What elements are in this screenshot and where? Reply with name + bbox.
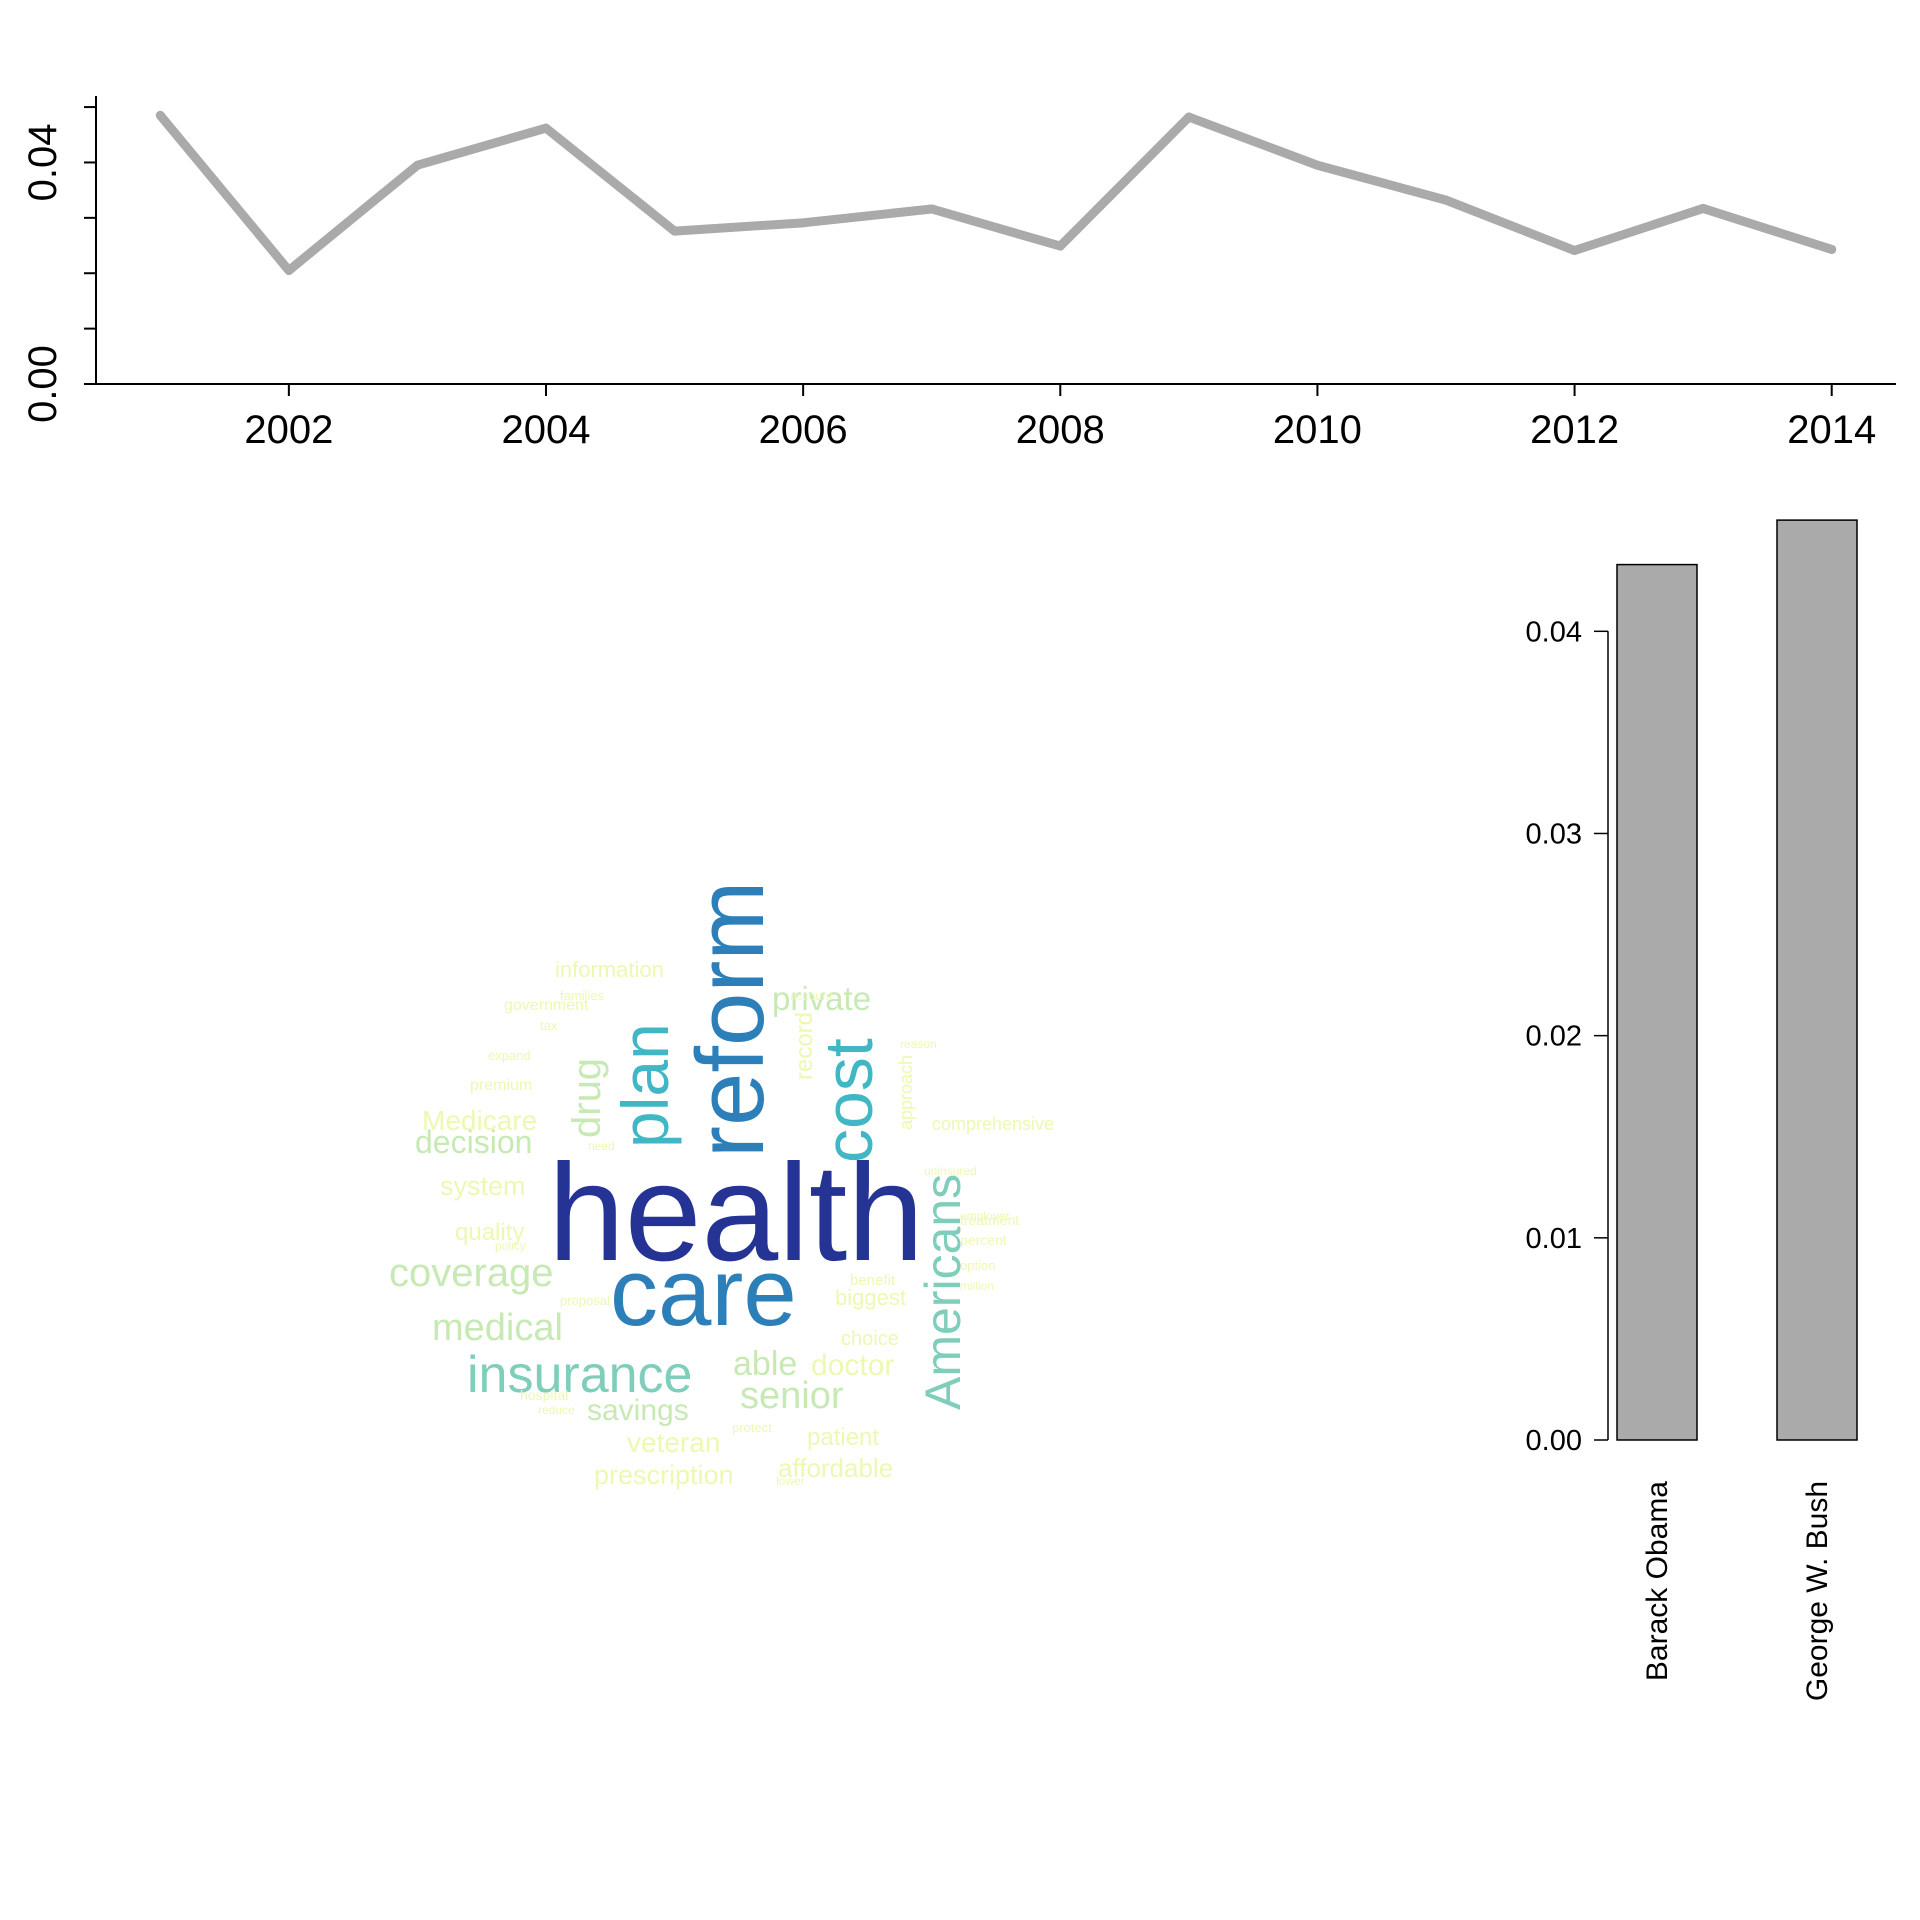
word-premium: premium [470, 1077, 532, 1094]
y-tick-label: 0.00 [1526, 1425, 1582, 1457]
word-able: able [733, 1345, 797, 1383]
word-uninsured: uninsured [924, 1164, 977, 1178]
word-affordable: affordable [778, 1453, 893, 1483]
x-tick-label: 2012 [1530, 408, 1619, 452]
word-medical: medical [432, 1307, 563, 1349]
y-tick-label: 0.03 [1526, 818, 1582, 850]
word-account: account [790, 989, 833, 1003]
word-cost: cost [811, 1038, 887, 1163]
data-point [1055, 241, 1065, 251]
word-americans: Americans [915, 1174, 971, 1410]
word-expand: expand [488, 1048, 531, 1063]
word-prescription: prescription [594, 1460, 734, 1490]
bar-barack-obama [1616, 563, 1698, 1441]
word-policy: policy [495, 1239, 526, 1253]
word-protect: protect [732, 1420, 772, 1435]
word-reform: reform [677, 881, 784, 1158]
x-tick-label: 2006 [759, 408, 848, 452]
data-point [1698, 203, 1708, 213]
word-hospital: hospital [520, 1387, 568, 1403]
word-biggest: biggest [835, 1285, 906, 1310]
data-point [1827, 244, 1837, 254]
word-system: system [440, 1171, 526, 1201]
word-benefit: benefit [850, 1272, 896, 1289]
word-families: families [560, 988, 605, 1003]
y-tick-label: 0.01 [1526, 1223, 1582, 1255]
y-tick-label: 0.02 [1526, 1021, 1582, 1053]
word-government: government [504, 997, 589, 1014]
word-comprehensive: comprehensive [932, 1114, 1054, 1134]
word-plan: plan [608, 1023, 682, 1148]
category-label: George W. Bush [1801, 1481, 1834, 1701]
word-decision: decision [415, 1124, 532, 1160]
word-need: need [588, 1139, 615, 1153]
word-record: record [791, 1012, 818, 1080]
word-information: information [555, 957, 664, 982]
data-point [1184, 112, 1194, 122]
word-choice: choice [841, 1328, 899, 1350]
data-point [798, 218, 808, 228]
data-point [284, 265, 294, 275]
data-point [155, 110, 165, 120]
x-tick-label: 2004 [502, 408, 591, 452]
word-lower: lower [776, 1474, 805, 1488]
x-tick-label: 2010 [1273, 408, 1362, 452]
data-point [670, 226, 680, 236]
data-point [1441, 195, 1451, 205]
series-line [155, 110, 1837, 275]
y-tick-label: 0.04 [21, 124, 65, 202]
x-tick-label: 2002 [244, 408, 333, 452]
word-veteran: veteran [627, 1427, 720, 1458]
word-reason: reason [900, 1037, 937, 1051]
data-point [412, 160, 422, 170]
word-medicare: Medicare [422, 1105, 537, 1136]
word-doctor: doctor [811, 1349, 894, 1382]
word-coverage: coverage [389, 1251, 554, 1295]
bar-chart: 0.00 0.01 0.02 0.03 0.04 Barack Obama George W… [1526, 519, 1858, 1701]
line-chart: 2002 2004 2006 2008 2010 2012 2014 0.00 0.04 [21, 96, 1896, 452]
word-employer: employer [960, 1209, 1009, 1223]
x-tick-label: 2008 [1016, 408, 1105, 452]
data-point [1312, 160, 1322, 170]
word-quality: quality [455, 1219, 524, 1246]
word-patient: patient [807, 1424, 879, 1451]
word-senior: senior [740, 1375, 844, 1417]
y-tick-label: 0.04 [1526, 616, 1582, 648]
word-percent: percent [960, 1232, 1007, 1248]
word-proposal: proposal [560, 1293, 610, 1308]
word-savings: savings [587, 1394, 689, 1427]
word-insurance: insurance [467, 1346, 692, 1404]
data-point [541, 123, 551, 133]
word-option: option [960, 1258, 995, 1273]
x-tick-label: 2014 [1787, 408, 1876, 452]
word-drug: drug [565, 1058, 609, 1138]
category-label: Barack Obama [1641, 1481, 1674, 1681]
word-care: care [610, 1239, 797, 1346]
word-tax: tax [540, 1018, 558, 1033]
word-reduce: reduce [538, 1403, 575, 1417]
data-point [927, 204, 937, 214]
bar-george-w-bush [1776, 519, 1858, 1441]
word-private: private [772, 980, 871, 1017]
word-treatment: treatment [960, 1212, 1019, 1228]
y-tick-label: 0.00 [21, 345, 65, 423]
word-health: health [548, 1136, 924, 1290]
word-approach: approach [896, 1055, 916, 1130]
data-point [1570, 246, 1580, 256]
word-million: million [960, 1279, 994, 1293]
